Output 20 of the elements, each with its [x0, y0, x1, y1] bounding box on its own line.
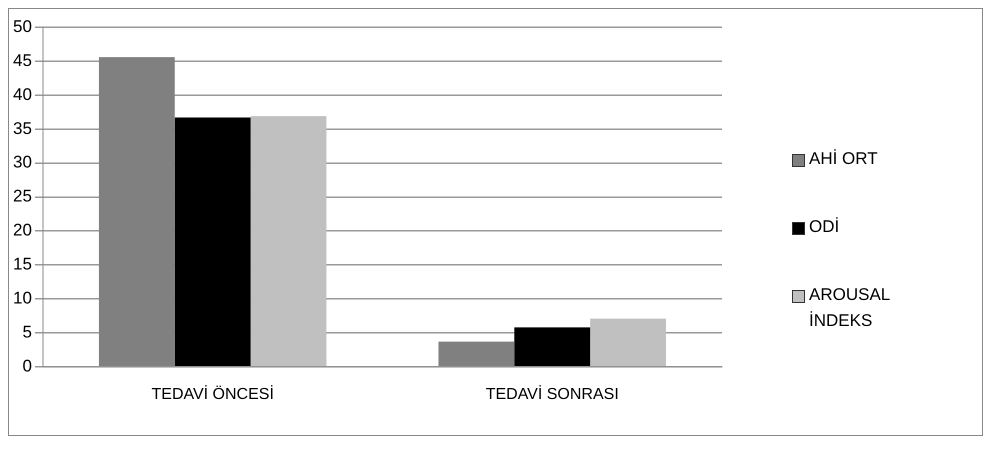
bar: [250, 116, 326, 366]
y-tick-label: 40: [12, 84, 32, 104]
y-tick-label: 20: [12, 220, 32, 240]
y-tick-label: 15: [12, 254, 32, 274]
bar: [590, 318, 666, 366]
legend-label: ODİ: [809, 216, 840, 238]
y-tick-label: 45: [12, 50, 32, 70]
y-tick-label: 5: [22, 322, 32, 342]
legend-label: AHİ ORT: [809, 148, 878, 170]
bar: [514, 327, 590, 366]
y-tick-label: 35: [12, 118, 32, 138]
legend-label: AROUSAL İNDEKS: [809, 284, 891, 332]
y-tick-label: 25: [12, 186, 32, 206]
x-tick-label: TEDAVİ ÖNCESİ: [151, 384, 274, 403]
x-tick-label: TEDAVİ SONRASI: [486, 384, 619, 403]
y-tick-label: 50: [12, 16, 32, 36]
bar: [174, 118, 251, 366]
y-tick-label: 30: [12, 152, 32, 172]
y-tick-label: 10: [12, 288, 32, 308]
y-tick-label: 0: [22, 356, 32, 376]
